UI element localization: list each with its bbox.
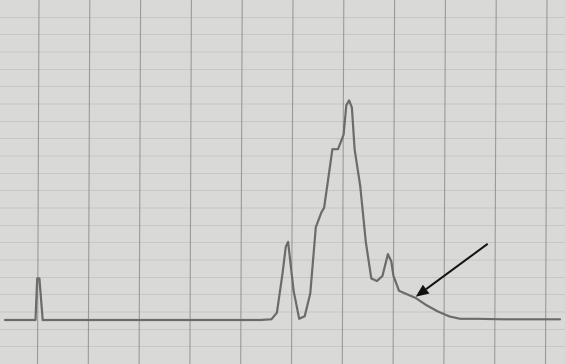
annotation-arrow-head — [415, 284, 430, 297]
gridline-vertical — [240, 0, 243, 364]
gridline-vertical — [443, 0, 446, 364]
gridline-vertical — [392, 0, 396, 364]
horizontal-gridlines — [0, 17, 565, 347]
gridline-vertical — [189, 0, 192, 364]
gridline-vertical — [341, 0, 345, 364]
annotations — [415, 242, 489, 297]
vertical-gridlines — [36, 0, 548, 364]
gridline-vertical — [544, 0, 548, 364]
gridline-vertical — [87, 0, 91, 364]
annotation-arrow-shaft — [425, 242, 489, 290]
gridline-vertical — [290, 0, 294, 364]
gridline-vertical — [494, 0, 497, 364]
gridline-vertical — [138, 0, 142, 364]
gridline-vertical — [36, 0, 40, 364]
chromatogram-trace — [3, 99, 562, 322]
